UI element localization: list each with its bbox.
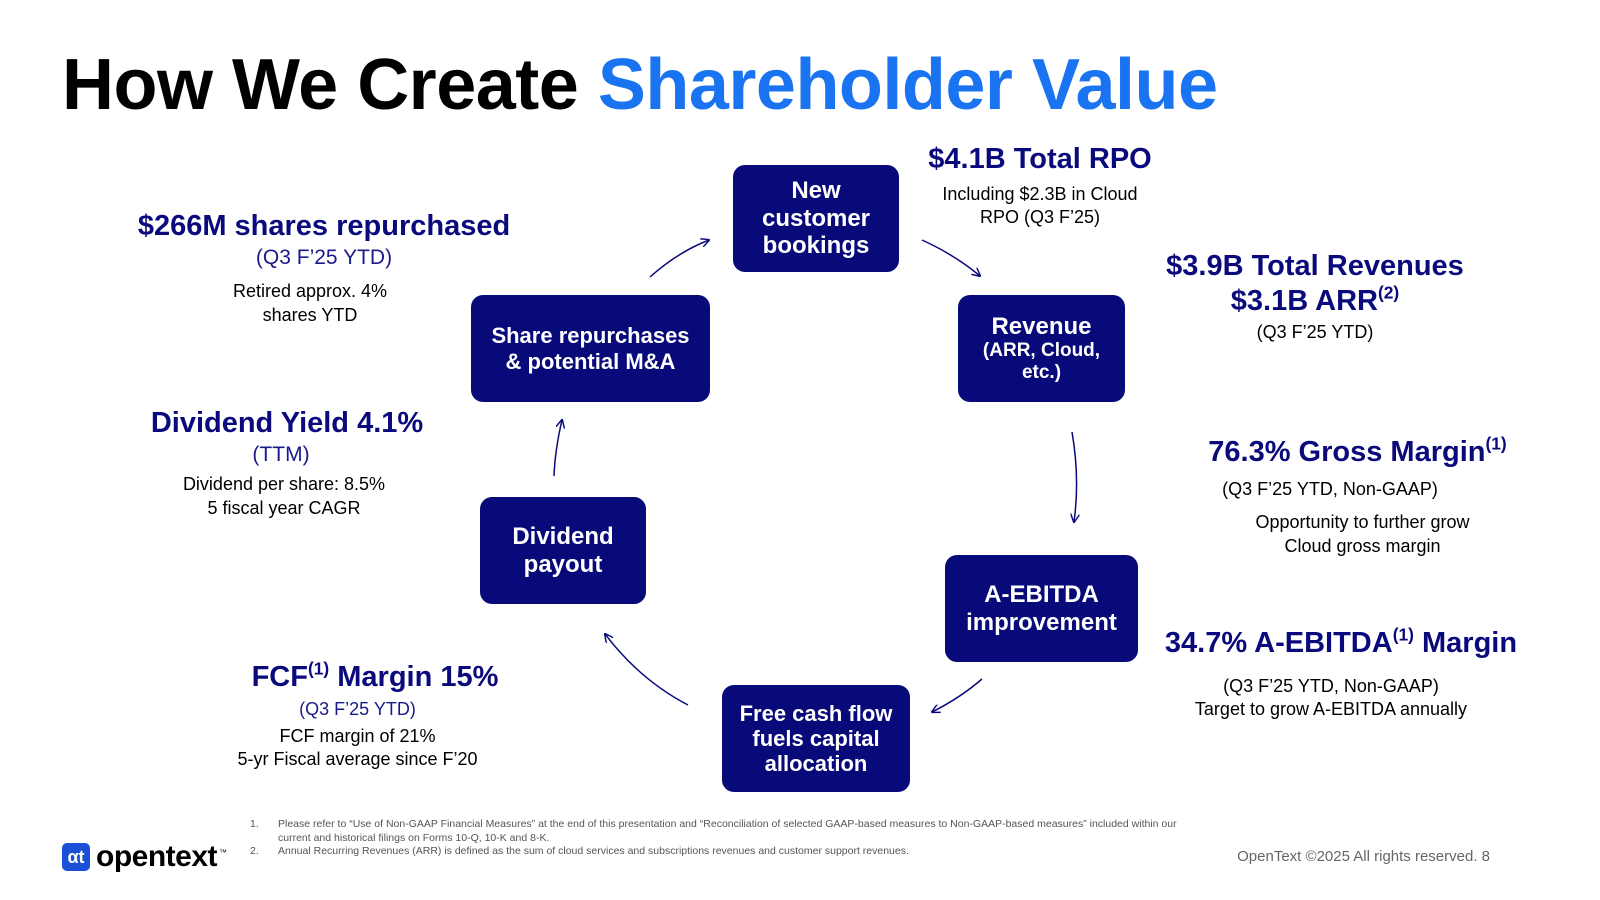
- title-part-2: Shareholder Value: [597, 45, 1218, 125]
- box-label: A-EBITDA improvement: [966, 580, 1117, 636]
- footnotes: 1. Please refer to “Use of Non-GAAP Fina…: [250, 818, 1178, 859]
- box-label: Free cash flow fuels capital allocation: [739, 700, 893, 777]
- fcf-headline: FCF(1) Margin 15%: [251, 658, 499, 693]
- logo-trademark: ™: [219, 848, 228, 857]
- title-part-1: How We Create: [62, 45, 579, 125]
- fcf-line-2: 5-yr Fiscal average since F’20: [237, 749, 478, 770]
- opentext-logo: αt opentext ™: [62, 840, 227, 874]
- aebitda-line-2: Target to grow A-EBITDA annually: [1194, 699, 1468, 720]
- repurchase-headline: $266M shares repurchased: [137, 210, 511, 242]
- box-free-cash-flow: Free cash flow fuels capital allocation: [722, 685, 910, 792]
- callout-rpo: $4.1B Total RPO Including $2.3B in Cloud…: [925, 142, 1155, 230]
- callout-gross-margin: 76.3% Gross Margin(1) (Q3 F’25 YTD, Non-…: [1195, 435, 1520, 558]
- dividend-sub: (TTM): [252, 442, 310, 466]
- repurchase-line-1: Retired approx. 4%: [232, 281, 388, 302]
- arrow-bookings-to-revenue: [921, 239, 980, 276]
- revenue-headline: $3.9B Total Revenues: [1166, 250, 1464, 282]
- repurchase-line-2: shares YTD: [262, 304, 358, 325]
- dividend-headline: Dividend Yield 4.1%: [150, 407, 424, 439]
- callout-revenue: $3.9B Total Revenues $3.1B ARR(2) (Q3 F’…: [1145, 249, 1485, 344]
- callout-fcf-margin: FCF(1) Margin 15% (Q3 F’25 YTD) FCF marg…: [230, 660, 520, 772]
- rpo-line-2: RPO (Q3 F’25): [979, 207, 1101, 228]
- aebitda-headline: 34.7% A-EBITDA(1) Margin: [1164, 624, 1518, 659]
- arrow-repurchase-to-bookings: [649, 240, 709, 278]
- gross-margin-line-1: Opportunity to further grow: [1255, 512, 1470, 533]
- box-label: Revenue: [991, 312, 1092, 340]
- gross-margin-sub: (Q3 F’25 YTD, Non-GAAP): [1222, 478, 1438, 499]
- box-sublabel: (ARR, Cloud, etc.): [982, 340, 1101, 384]
- page-title: How We Create Shareholder Value: [62, 42, 1218, 128]
- callout-dividend: Dividend Yield 4.1% (TTM) Dividend per s…: [137, 406, 437, 520]
- rpo-headline: $4.1B Total RPO: [928, 143, 1152, 175]
- box-share-repurchases: Share repurchases & potential M&A: [471, 295, 710, 402]
- box-new-customer-bookings: New customer bookings: [733, 165, 899, 272]
- dividend-line-1: Dividend per share: 8.5%: [182, 474, 386, 495]
- repurchase-sub: (Q3 F’25 YTD): [255, 245, 393, 269]
- rpo-line-1: Including $2.3B in Cloud: [942, 183, 1138, 204]
- opentext-logo-icon: αt: [62, 843, 90, 871]
- arrow-fcf-to-dividend: [605, 634, 689, 706]
- footnote-2: 2. Annual Recurring Revenues (ARR) is de…: [250, 845, 909, 858]
- gross-margin-line-2: Cloud gross margin: [1284, 535, 1441, 556]
- box-dividend-payout: Dividend payout: [480, 497, 646, 604]
- fcf-line-1: FCF margin of 21%: [279, 726, 436, 747]
- gross-margin-headline: 76.3% Gross Margin(1): [1208, 433, 1507, 468]
- arrow-revenue-to-aebitda: [1072, 431, 1077, 522]
- box-label: New customer bookings: [761, 177, 871, 260]
- revenue-sub: (Q3 F’25 YTD): [1256, 321, 1374, 342]
- arrow-aebitda-to-fcf: [932, 678, 983, 712]
- fcf-sub: (Q3 F’25 YTD): [299, 698, 416, 719]
- box-label: Dividend payout: [512, 522, 614, 578]
- arrow-dividend-to-repurchase: [553, 420, 562, 477]
- callout-aebitda-margin: 34.7% A-EBITDA(1) Margin (Q3 F’25 YTD, N…: [1160, 626, 1522, 722]
- footnote-1: 1. Please refer to “Use of Non-GAAP Fina…: [250, 818, 1177, 844]
- aebitda-line-1: (Q3 F’25 YTD, Non-GAAP): [1223, 675, 1439, 696]
- box-revenue: Revenue (ARR, Cloud, etc.): [958, 295, 1125, 402]
- arr-headline: $3.1B ARR(2): [1230, 282, 1400, 317]
- copyright-page-number: OpenText ©2025 All rights reserved. 8: [1237, 848, 1490, 865]
- box-label: Share repurchases & potential M&A: [491, 323, 690, 374]
- dividend-line-2: 5 fiscal year CAGR: [207, 497, 361, 518]
- logo-text: opentext: [96, 840, 218, 873]
- callout-share-repurchases: $266M shares repurchased (Q3 F’25 YTD) R…: [124, 209, 524, 327]
- box-aebitda-improvement: A-EBITDA improvement: [945, 555, 1138, 662]
